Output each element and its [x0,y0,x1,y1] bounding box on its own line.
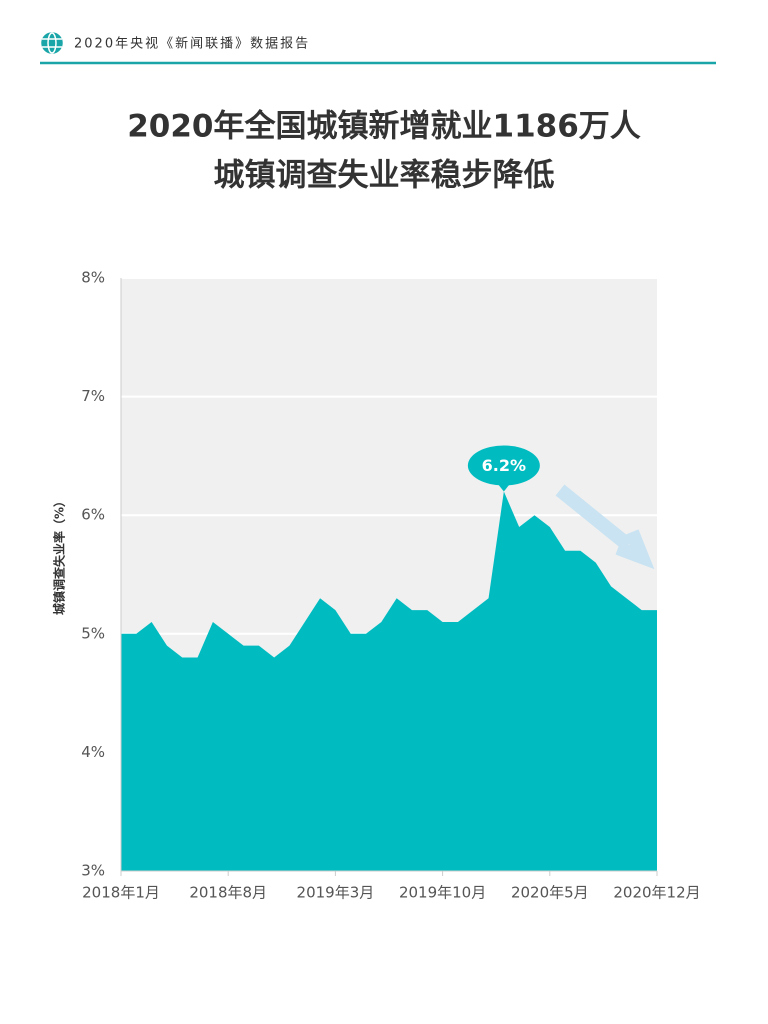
x-tick-label: 2019年10月 [399,884,486,902]
y-tick-label: 5% [81,624,105,642]
y-tick-label: 8% [81,269,105,287]
y-tick-label: 6% [81,506,105,524]
x-tick-label: 2020年5月 [511,884,589,902]
area [121,491,657,871]
x-tick-label: 2018年1月 [82,884,160,902]
y-tick-label: 3% [81,862,105,880]
data-label: 6.2% [482,456,526,475]
y-axis-label: 城镇调查失业率（%） [52,495,67,615]
x-tick-label: 2019年3月 [297,884,375,902]
chart-title: 城镇调查失业率稳步降低 [214,158,555,194]
label-bubble [467,445,540,486]
globe-icon [41,32,63,54]
chart-title: 2020年全国城镇新增就业1186万人 [127,109,641,145]
trend-arrow [555,484,655,570]
label-pointer [495,481,512,492]
x-tick-label: 2020年12月 [613,884,700,902]
y-tick-label: 4% [81,743,105,761]
x-tick-label: 2018年8月 [189,884,267,902]
header-text: 2020年央视《新闻联播》数据报告 [74,36,310,52]
y-tick-label: 7% [81,387,105,405]
